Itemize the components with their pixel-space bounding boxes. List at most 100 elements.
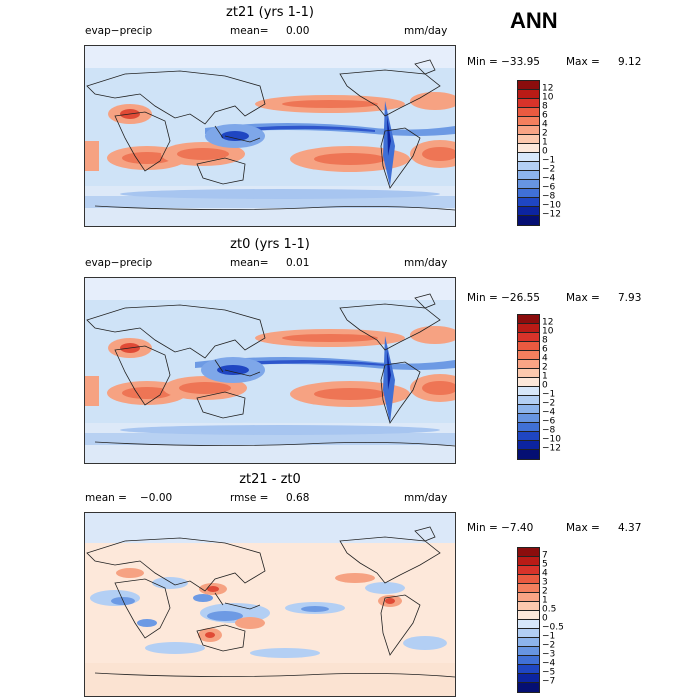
colorbar-swatch [518, 90, 539, 99]
colorbar-tick-label: 1 [542, 137, 548, 148]
colorbar-tick-label: 12 [542, 83, 554, 94]
colorbar-tick-label: 4 [542, 119, 548, 130]
colorbar-swatch [518, 342, 539, 351]
colorbar-swatch [518, 153, 539, 162]
colorbar-swatch [518, 548, 539, 557]
colorbar-tick-label: 8 [542, 101, 548, 112]
panel-3-max-value: 4.37 [618, 522, 642, 534]
colorbar-swatch [518, 351, 539, 360]
colorbar-tick-label: 0 [542, 613, 548, 624]
panel-2-units: mm/day [404, 257, 448, 269]
colorbar-swatch [518, 207, 539, 216]
colorbar-swatch [518, 450, 539, 459]
colorbar-swatch [518, 441, 539, 450]
colorbar-tick-label: −4 [542, 407, 556, 418]
colorbar-tick-label: −12 [542, 209, 561, 220]
panel-3-mean-value: −0.00 [140, 492, 173, 504]
colorbar-swatch [518, 674, 539, 683]
colorbar-tick-label: 2 [542, 362, 548, 373]
colorbar-tick-label: −1 [542, 389, 556, 400]
panel-1-colorbar [517, 80, 540, 226]
colorbar-swatch [518, 171, 539, 180]
colorbar-swatch [518, 629, 539, 638]
panel-2-max-label: Max = [566, 292, 600, 304]
colorbar-tick-label: 1 [542, 371, 548, 382]
colorbar-swatch [518, 198, 539, 207]
colorbar-tick-label: −6 [542, 182, 556, 193]
colorbar-swatch [518, 369, 539, 378]
colorbar-tick-label: −1 [542, 631, 556, 642]
panel-2-map-svg [85, 278, 455, 463]
colorbar-swatch [518, 180, 539, 189]
colorbar-swatch [518, 360, 539, 369]
panel-2-mean-value: 0.01 [286, 257, 310, 269]
colorbar-tick-label: 3 [542, 577, 548, 588]
colorbar-tick-label: 1 [542, 595, 548, 606]
colorbar-tick-label: −8 [542, 425, 556, 436]
panel-3-map-svg [85, 513, 455, 696]
colorbar-tick-label: 6 [542, 344, 548, 355]
panel-3-colorbar [517, 547, 540, 693]
colorbar-tick-label: 4 [542, 353, 548, 364]
panel-3-max-label: Max = [566, 522, 600, 534]
panel-2-title: zt0 (yrs 1-1) [230, 237, 310, 252]
colorbar-tick-label: 10 [542, 326, 554, 337]
colorbar-swatch [518, 144, 539, 153]
colorbar-tick-label: −10 [542, 200, 561, 211]
panel-1-units: mm/day [404, 25, 448, 37]
panel-3-mean-label: mean = [85, 492, 127, 504]
panel-2-colorbar-ticks: 12 10 8 6 4 2 1 0 −1 −2 −4 −6 −8 −10 −12 [542, 314, 582, 458]
colorbar-swatch [518, 593, 539, 602]
colorbar-tick-label: −6 [542, 416, 556, 427]
panel-1-map-svg [85, 46, 455, 226]
panel-3-rmse-label: rmse = [230, 492, 269, 504]
colorbar-swatch [518, 423, 539, 432]
colorbar-tick-label: 4 [542, 568, 548, 579]
colorbar-swatch [518, 99, 539, 108]
colorbar-tick-label: 12 [542, 317, 554, 328]
colorbar-swatch [518, 315, 539, 324]
colorbar-swatch [518, 387, 539, 396]
colorbar-tick-label: −10 [542, 434, 561, 445]
panel-1-min: Min = −33.95 [467, 56, 540, 68]
panel-2-max-value: 7.93 [618, 292, 642, 304]
panel-2-min: Min = −26.55 [467, 292, 540, 304]
panel-1-map [84, 45, 456, 227]
colorbar-tick-label: 0 [542, 380, 548, 391]
panel-3-min: Min = −7.40 [467, 522, 534, 534]
season-label: ANN [510, 8, 558, 33]
colorbar-swatch [518, 557, 539, 566]
colorbar-tick-label: −5 [542, 667, 556, 678]
panel-1-mean-value: 0.00 [286, 25, 310, 37]
colorbar-swatch [518, 611, 539, 620]
colorbar-tick-label: −2 [542, 164, 556, 175]
colorbar-swatch [518, 620, 539, 629]
colorbar-swatch [518, 665, 539, 674]
colorbar-swatch [518, 117, 539, 126]
colorbar-tick-label: 6 [542, 110, 548, 121]
panel-1-title: zt21 (yrs 1-1) [226, 5, 314, 20]
panel-3-title: zt21 - zt0 [239, 472, 301, 487]
colorbar-swatch [518, 216, 539, 225]
colorbar-swatch [518, 324, 539, 333]
panel-3-colorbar-ticks: 7 5 4 3 2 1 0.5 0 −0.5 −1 −2 −3 −4 −5 −7 [542, 547, 582, 691]
panel-2-colorbar [517, 314, 540, 460]
panel-1-colorbar-ticks: 12 10 8 6 4 2 1 0 −1 −2 −4 −6 −8 −10 −12 [542, 80, 582, 224]
colorbar-swatch [518, 683, 539, 692]
colorbar-tick-label: 8 [542, 335, 548, 346]
colorbar-swatch [518, 566, 539, 575]
colorbar-tick-label: 2 [542, 586, 548, 597]
panel-1-max-label: Max = [566, 56, 600, 68]
panel-1-mean-label: mean= [230, 25, 269, 37]
panel-3-units: mm/day [404, 492, 448, 504]
colorbar-swatch [518, 126, 539, 135]
colorbar-tick-label: 2 [542, 128, 548, 139]
colorbar-tick-label: 7 [542, 550, 548, 561]
colorbar-tick-label: −2 [542, 640, 556, 651]
colorbar-tick-label: −7 [542, 676, 556, 687]
colorbar-swatch [518, 135, 539, 144]
colorbar-tick-label: −0.5 [542, 622, 564, 633]
colorbar-swatch [518, 647, 539, 656]
colorbar-tick-label: −12 [542, 443, 561, 454]
colorbar-swatch [518, 333, 539, 342]
